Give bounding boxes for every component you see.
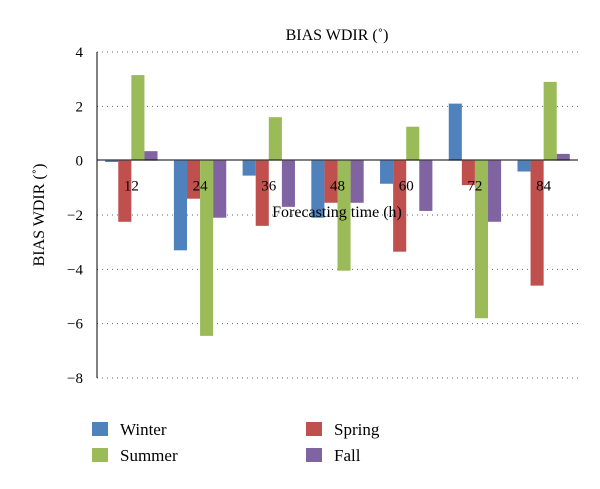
x-axis-label: Forecasting time (h) <box>272 204 402 221</box>
bar-spring <box>186 160 201 199</box>
bar-summer <box>200 160 214 336</box>
bar-winter <box>242 160 256 176</box>
bar-spring <box>255 160 269 226</box>
bar-winter <box>173 160 187 251</box>
legend-label-fall: Fall <box>334 446 361 465</box>
y-tick-label: −6 <box>67 317 83 333</box>
y-tick-label: −4 <box>67 262 83 278</box>
legend-swatch-spring <box>306 422 322 436</box>
legend-swatch-fall <box>306 448 322 462</box>
y-tick-label: −8 <box>67 371 83 387</box>
legend-label-spring: Spring <box>334 420 380 439</box>
bar-summer <box>337 160 351 271</box>
bar-summer <box>406 126 420 161</box>
bar-winter <box>311 160 325 218</box>
legend-swatch-summer <box>92 448 108 462</box>
x-tick-label: 72 <box>467 179 482 195</box>
y-tick-label: 4 <box>76 45 84 61</box>
x-tick-label: 48 <box>330 179 345 195</box>
bar-summer <box>474 160 489 319</box>
legend-swatch-winter <box>92 422 108 436</box>
bar-spring <box>530 160 544 286</box>
bar-fall <box>419 160 433 211</box>
bar-fall <box>144 151 158 161</box>
bar-winter <box>448 103 462 161</box>
x-tick-label: 36 <box>261 179 277 195</box>
y-axis-label: BIAS WDIR (˚) <box>31 164 48 267</box>
bar-fall <box>488 160 502 222</box>
y-tick-label: 0 <box>76 154 84 170</box>
legend-label-winter: Winter <box>120 420 167 439</box>
x-tick-label: 24 <box>193 179 209 195</box>
bar-summer <box>131 75 145 161</box>
bar-fall <box>281 160 295 207</box>
bar-spring <box>118 160 132 222</box>
legend-label-summer: Summer <box>120 446 178 465</box>
x-tick-label: 12 <box>124 179 139 195</box>
bar-fall <box>350 160 364 203</box>
bar-spring <box>393 160 407 252</box>
bars <box>105 75 570 336</box>
legend: Winter Spring Summer Fall <box>92 420 380 465</box>
y-tick-labels: 4 2 0 −2 −4 −6 −8 <box>67 45 83 387</box>
bar-spring <box>461 160 475 186</box>
bar-summer <box>268 117 282 161</box>
bar-winter <box>517 160 531 172</box>
chart-title: BIAS WDIR (˚) <box>286 27 389 44</box>
y-tick-label: −2 <box>67 208 83 224</box>
x-tick-label: 84 <box>536 179 552 195</box>
bar-summer <box>543 81 557 161</box>
bar-fall <box>556 153 570 161</box>
x-tick-label: 60 <box>399 179 414 195</box>
bar-winter <box>105 160 119 163</box>
bar-fall <box>213 160 227 218</box>
x-tick-labels: 12 24 36 48 60 72 84 <box>124 179 552 195</box>
y-tick-label: 2 <box>76 99 84 115</box>
bar-winter <box>380 160 394 184</box>
bar-spring <box>324 160 338 203</box>
